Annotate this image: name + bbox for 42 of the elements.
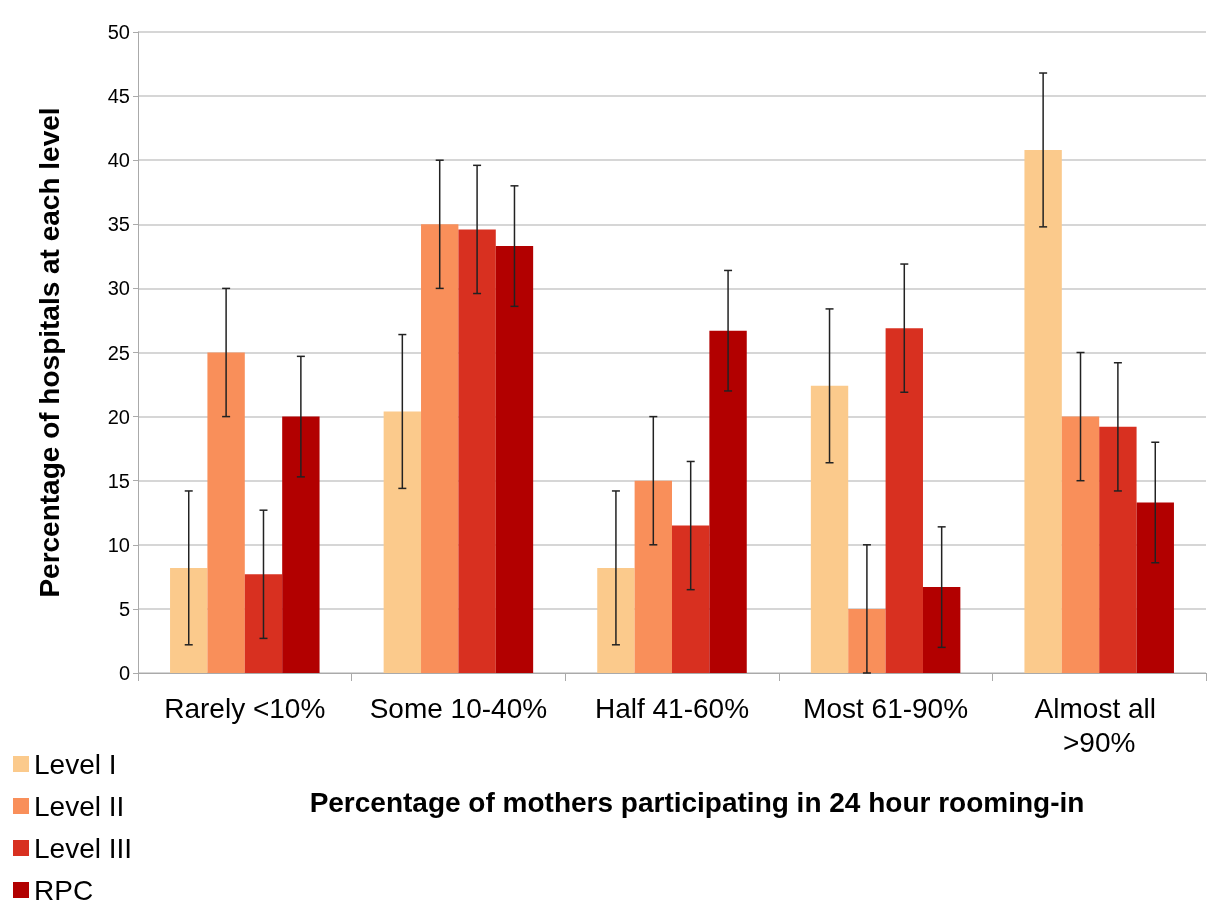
bar: [672, 525, 710, 673]
bar: [495, 246, 534, 673]
y-axis-title: Percentage of hospitals at each level: [33, 107, 65, 598]
bar: [1024, 149, 1062, 673]
bar: [207, 352, 245, 673]
bar: [421, 224, 459, 673]
y-tick-label: 20: [107, 405, 130, 428]
x-tick-label: Some 10-40%: [369, 692, 548, 724]
y-tick-label: 15: [107, 469, 130, 492]
y-tick-label: 45: [107, 85, 130, 108]
y-tick-label: 50: [107, 21, 130, 43]
y-tick-label: 5: [118, 597, 130, 620]
x-tick-label: Half 41-60%: [594, 692, 750, 724]
legend-label: RPC: [34, 874, 94, 906]
x-axis-title: Percentage of mothers participating in 24 hour rooming-in: [309, 786, 1085, 818]
x-tick-label: Rarely <10%: [164, 692, 326, 724]
bar: [458, 229, 496, 673]
bar: [634, 480, 672, 673]
bar: [597, 567, 635, 673]
bar: [848, 608, 886, 673]
legend-label: Level I: [34, 748, 117, 780]
x-tick-label: Almost all >90%: [1034, 692, 1164, 758]
y-tick-label: 40: [107, 149, 130, 172]
bar: [244, 574, 283, 673]
y-tick-label: 10: [107, 533, 130, 556]
bar: [709, 330, 747, 673]
bar: [1061, 416, 1100, 673]
y-tick-label: 30: [107, 277, 130, 300]
legend-label: Level III: [34, 832, 133, 864]
bar: [1136, 502, 1174, 673]
bar: [810, 385, 849, 673]
x-tick-label: Most 61-90%: [803, 692, 969, 724]
bar: [1099, 426, 1137, 673]
bar: [282, 416, 320, 673]
y-tick-label: 25: [107, 341, 130, 364]
bar: [885, 328, 923, 673]
y-tick-label: 35: [107, 213, 130, 236]
bar: [383, 411, 422, 673]
bar: [922, 587, 961, 673]
y-tick-label: 0: [118, 662, 130, 684]
legend-label: Level II: [34, 790, 125, 822]
bar: [170, 567, 208, 673]
